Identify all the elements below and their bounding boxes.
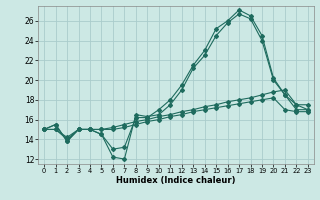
X-axis label: Humidex (Indice chaleur): Humidex (Indice chaleur) [116, 176, 236, 185]
